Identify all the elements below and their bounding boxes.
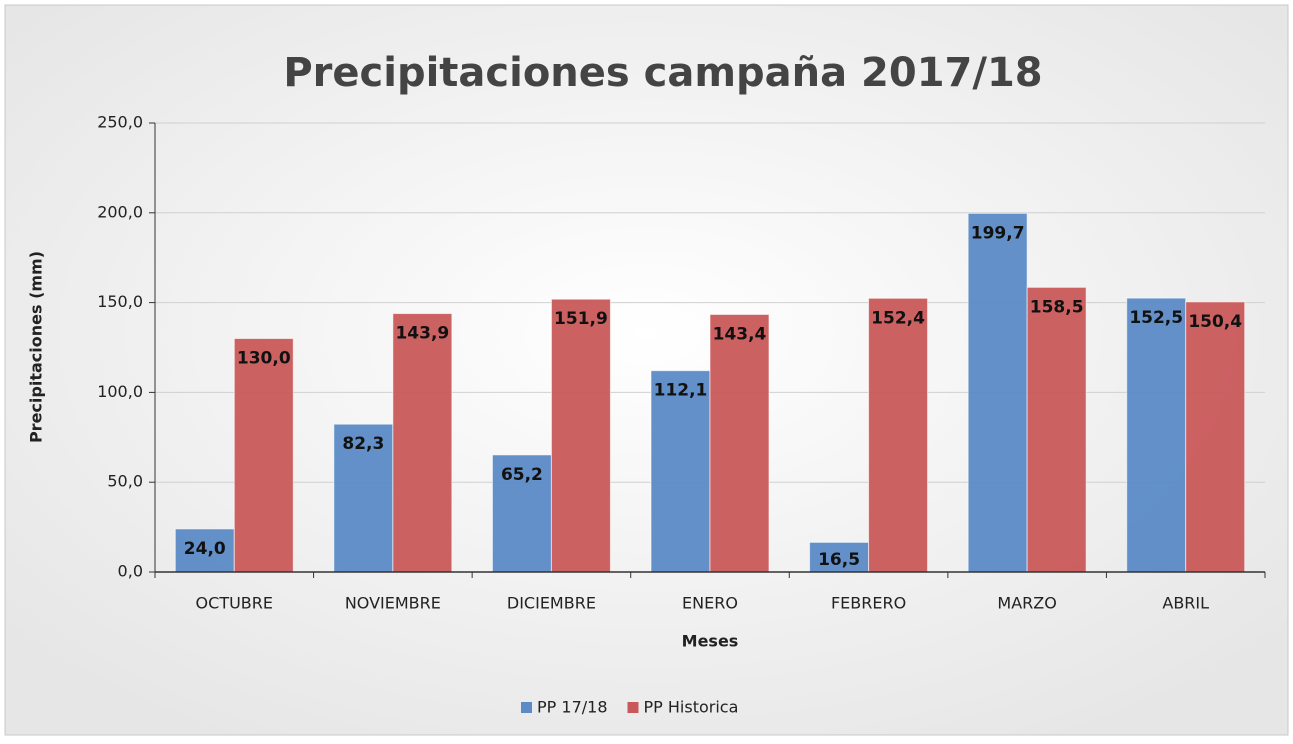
x-tick-label: ENERO <box>682 594 738 613</box>
bar <box>1026 286 1087 573</box>
y-tick-label: 250,0 <box>97 113 143 132</box>
data-label: 150,4 <box>1188 312 1242 332</box>
data-label: 130,0 <box>237 349 291 369</box>
bar <box>233 338 294 573</box>
data-label: 65,2 <box>501 465 543 485</box>
bar <box>1126 297 1187 573</box>
data-label: 152,5 <box>1129 308 1183 328</box>
x-tick-label: MARZO <box>997 594 1056 613</box>
y-tick-label: 0,0 <box>118 562 143 581</box>
data-label: 151,9 <box>554 309 608 329</box>
bar <box>491 454 552 573</box>
chart-title: Precipitaciones campaña 2017/18 <box>283 50 1042 96</box>
y-tick-label: 100,0 <box>97 382 143 401</box>
data-label: 16,5 <box>818 550 860 570</box>
data-label: 82,3 <box>342 434 384 454</box>
data-label: 152,4 <box>871 308 925 328</box>
bar <box>709 313 770 573</box>
legend-swatch <box>521 702 532 713</box>
y-tick-label: 200,0 <box>97 202 143 221</box>
data-label: 158,5 <box>1030 297 1084 317</box>
bar <box>392 313 453 573</box>
x-axis-title: Meses <box>682 632 739 651</box>
x-tick-label: FEBRERO <box>831 594 906 613</box>
data-label: 24,0 <box>184 539 226 559</box>
bar <box>650 370 711 573</box>
bar <box>967 212 1028 573</box>
y-axis-title: Precipitaciones (mm) <box>27 251 46 443</box>
legend-label: PP Historica <box>644 698 739 717</box>
legend-label: PP 17/18 <box>537 698 608 717</box>
x-tick-label: ABRIL <box>1162 594 1209 613</box>
x-tick-label: NOVIEMBRE <box>345 594 441 613</box>
data-label: 112,1 <box>654 381 708 401</box>
bar <box>1185 301 1246 573</box>
legend-swatch <box>627 702 639 713</box>
x-tick-label: DICIEMBRE <box>507 594 596 613</box>
data-label: 199,7 <box>971 223 1025 243</box>
y-tick-label: 150,0 <box>97 292 143 311</box>
bar <box>550 298 611 573</box>
bar <box>868 297 929 573</box>
data-label: 143,4 <box>713 324 767 344</box>
y-tick-label: 50,0 <box>107 472 143 491</box>
data-label: 143,9 <box>395 324 449 344</box>
x-tick-label: OCTUBRE <box>196 594 273 613</box>
bar <box>333 423 394 573</box>
chart-background <box>4 4 1289 736</box>
